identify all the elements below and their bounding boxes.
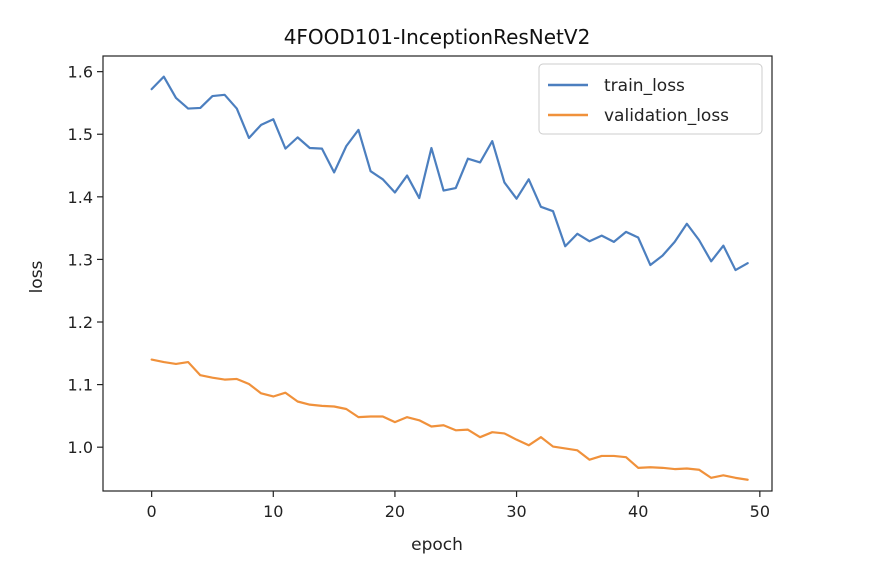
y-tick-label: 1.6 [68,63,93,82]
legend-box [538,63,763,135]
series-line-validation-loss [150,358,749,481]
y-tick-label: 1.4 [68,188,93,207]
x-axis-label: epoch [411,535,463,555]
y-tick-label: 1.0 [68,438,93,457]
legend: train_loss validation_loss [538,63,763,135]
legend-label-train-loss: train_loss [604,76,685,96]
y-tick-label: 1.3 [68,250,93,269]
y-tick-label: 1.5 [68,125,93,144]
x-tick-label: 10 [263,502,283,521]
x-tick-label: 50 [750,502,770,521]
x-tick-label: 30 [506,502,526,521]
axes-frame [102,55,773,492]
legend-label-validation-loss: validation_loss [604,106,729,126]
x-tick-label: 40 [628,502,648,521]
series-line-train-loss [150,75,749,272]
chart-title: 4FOOD101-InceptionResNetV2 [284,25,591,49]
y-tick-label: 1.1 [68,376,93,395]
x-tick-label: 0 [147,502,157,521]
y-tick-label: 1.2 [68,313,93,332]
x-tick-label: 20 [385,502,405,521]
y-axis-label: loss [27,260,47,293]
plot-area: 0 10 20 30 40 50 1.0 1.1 1.2 1.3 1.4 1.5 1.6 [68,55,773,521]
